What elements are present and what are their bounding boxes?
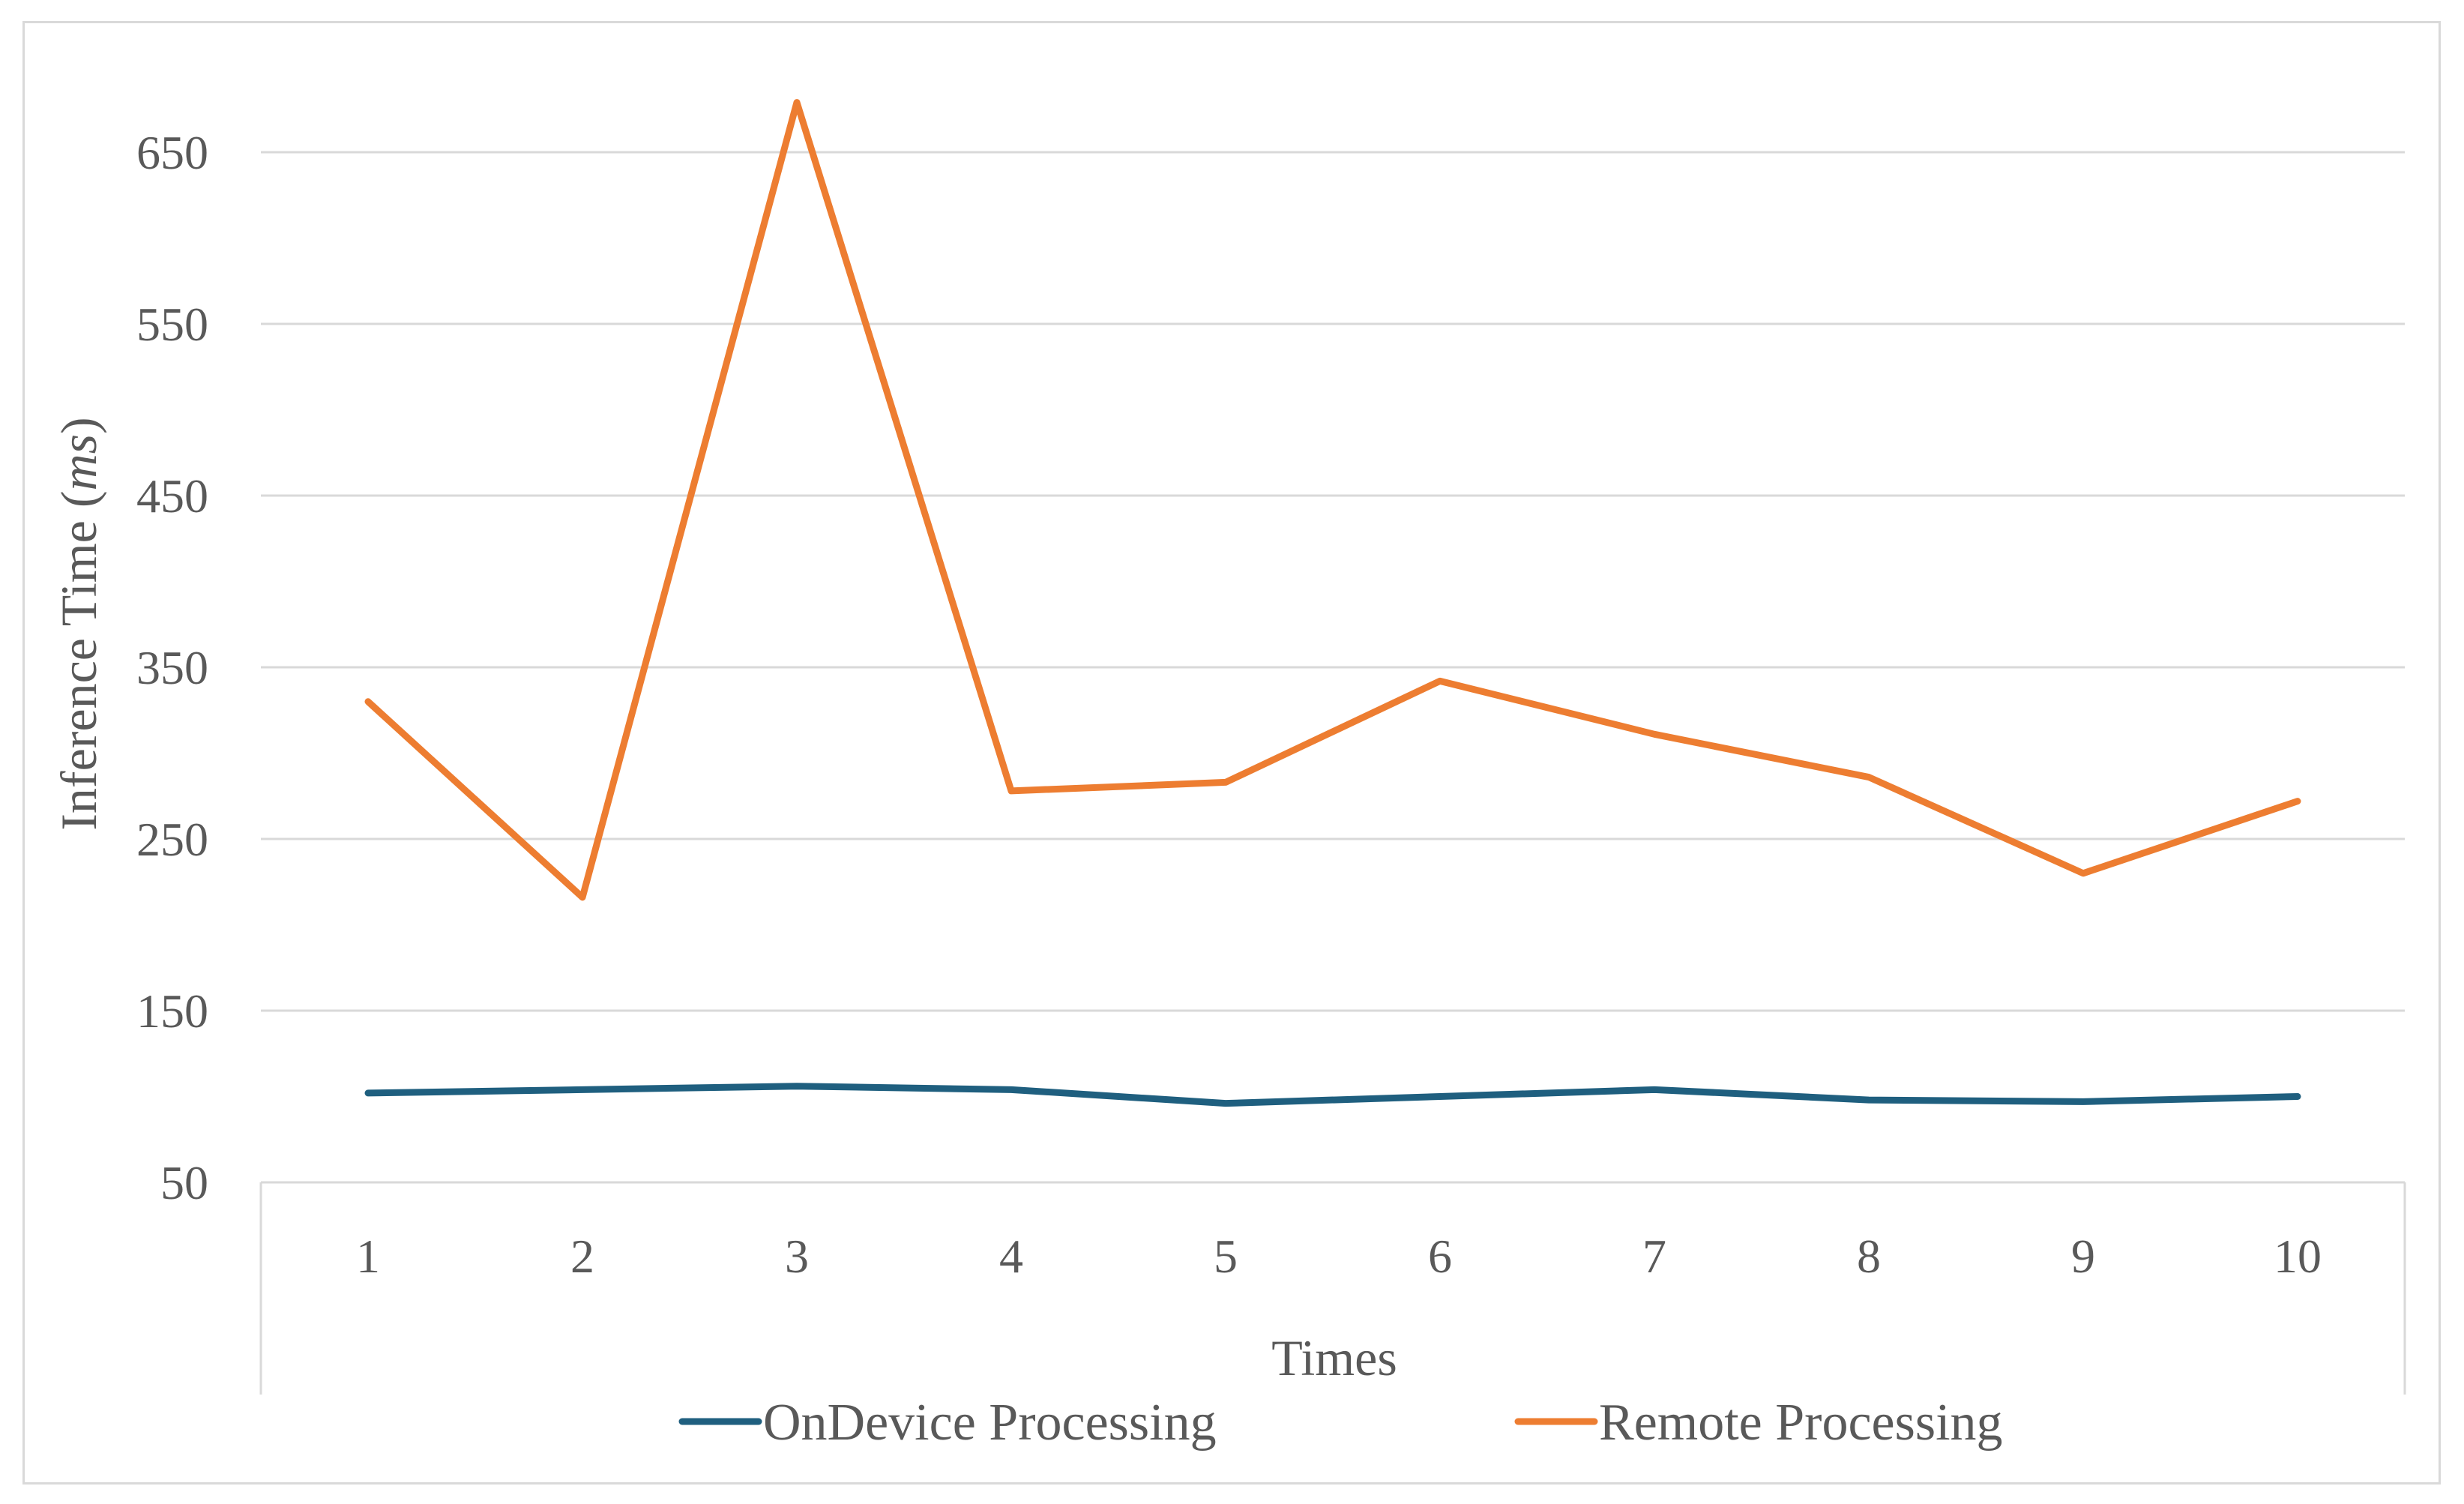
x-tick-1: 1: [356, 1230, 380, 1283]
x-tick-9: 9: [2071, 1230, 2095, 1283]
y-tick-250: 250: [136, 813, 208, 866]
x-tick-2: 2: [570, 1230, 594, 1283]
legend-label-remote: Remote Processing: [1599, 1394, 2003, 1452]
x-tick-10: 10: [2274, 1230, 2322, 1283]
x-tick-8: 8: [1857, 1230, 1881, 1283]
y-axis-title-close: ): [50, 417, 107, 434]
y-tick-550: 550: [136, 298, 208, 351]
axes: [259, 1181, 2406, 1395]
y-axis-title-unit: ms: [50, 434, 107, 491]
x-tick-3: 3: [785, 1230, 809, 1283]
y-tick-labels: 50 150 250 350 450 550 650: [136, 126, 208, 1209]
y-axis-title: Inference Time (ms): [50, 417, 107, 830]
series-line-ondevice: [364, 1083, 2301, 1107]
x-tick-6: 6: [1428, 1230, 1452, 1283]
y-tick-150: 150: [136, 984, 208, 1038]
y-tick-50: 50: [160, 1156, 208, 1209]
series-line-remote: [364, 99, 2301, 901]
x-tick-4: 4: [999, 1230, 1023, 1283]
x-tick-5: 5: [1214, 1230, 1238, 1283]
series-lines: [364, 99, 2301, 1107]
y-axis-title-main: Inference Time (: [50, 491, 107, 831]
legend-label-ondevice: OnDevice Processing: [763, 1394, 1217, 1452]
y-tick-350: 350: [136, 641, 208, 694]
y-tick-450: 450: [136, 469, 208, 523]
x-tick-labels: 1 2 3 4 5 6 7 8 9 10: [356, 1230, 2322, 1283]
legend: OnDevice Processing Remote Processing: [678, 1394, 2003, 1452]
y-tick-650: 650: [136, 126, 208, 179]
gridlines: [261, 151, 2405, 1012]
x-tick-7: 7: [1642, 1230, 1666, 1283]
x-axis-title: Times: [1271, 1329, 1397, 1386]
